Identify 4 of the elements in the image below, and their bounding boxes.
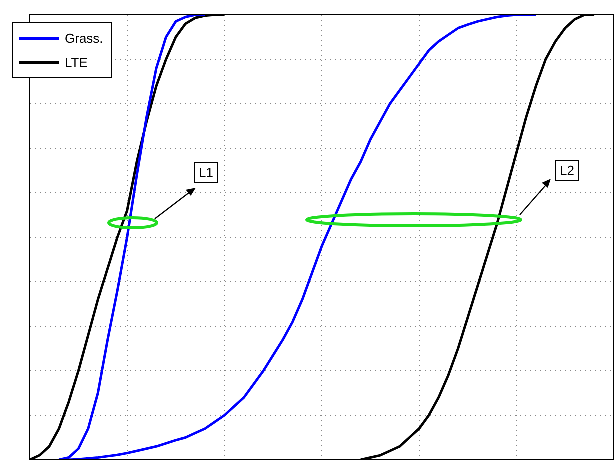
- legend-label: Grass.: [65, 30, 104, 46]
- annotation: L1: [194, 162, 218, 183]
- legend-label: LTE: [65, 54, 88, 70]
- annotation: L2: [555, 160, 580, 181]
